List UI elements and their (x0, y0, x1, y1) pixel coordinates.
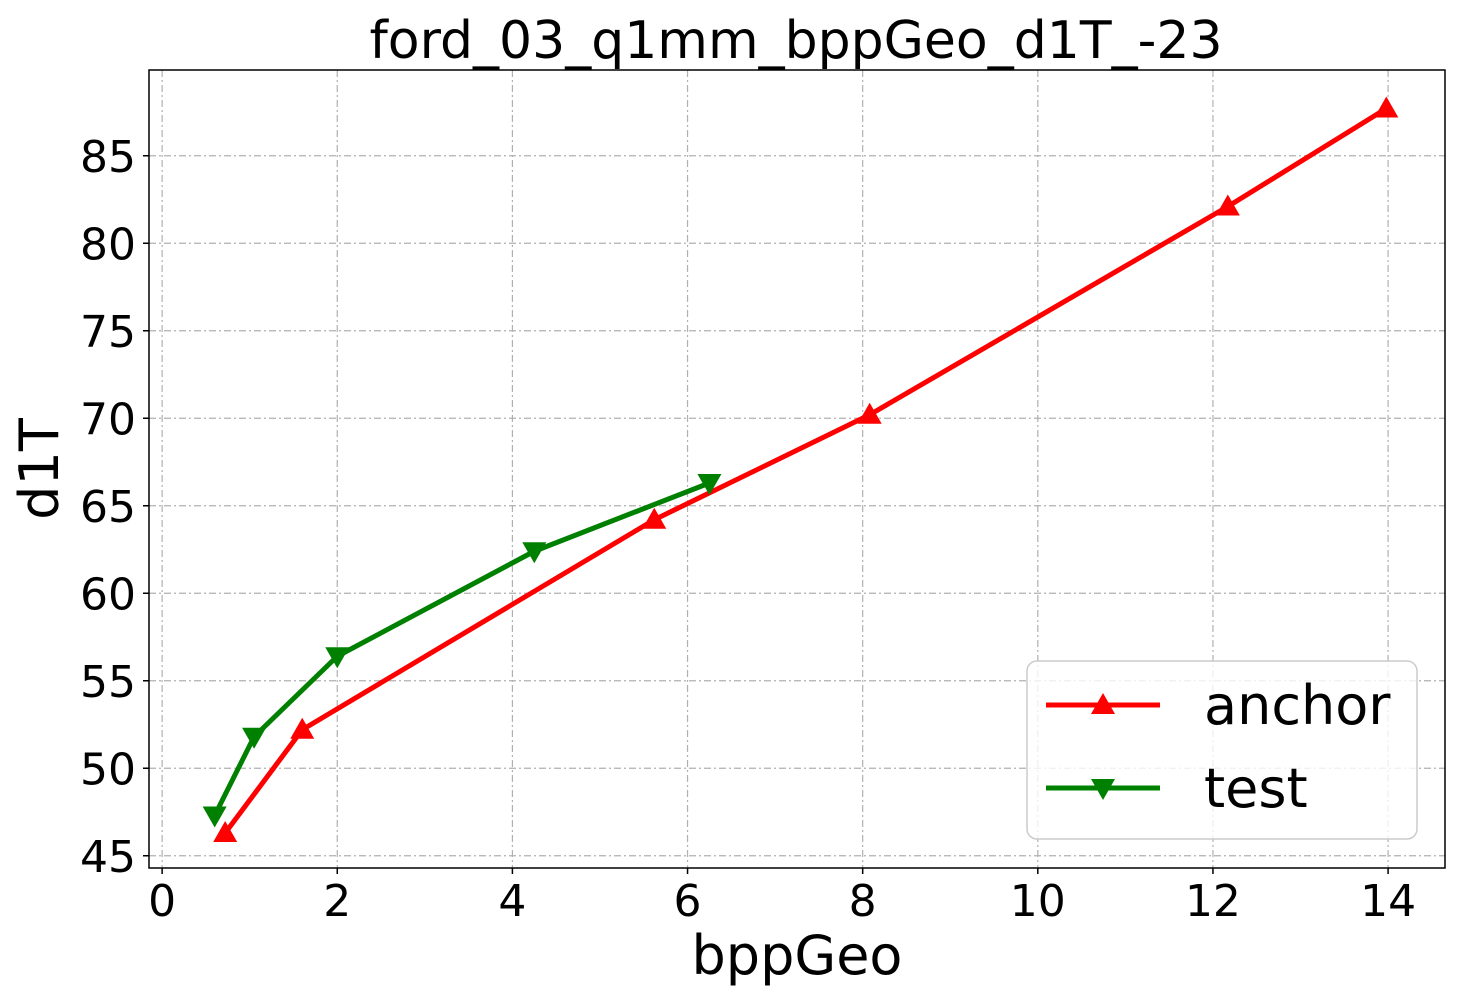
x-tick-label: 4 (498, 876, 526, 927)
series-test (202, 474, 722, 828)
y-tick-label: 85 (80, 132, 136, 183)
data-point-test (522, 542, 547, 564)
data-point-test (202, 806, 227, 828)
series-anchor (213, 96, 1399, 842)
x-tick-label: 6 (674, 876, 702, 927)
data-point-anchor (290, 717, 315, 739)
data-point-test (325, 647, 350, 669)
y-axis-label: d1T (8, 417, 71, 520)
plot-frame (148, 69, 1446, 869)
series-layer (202, 96, 1399, 842)
data-point-anchor (1215, 194, 1240, 216)
legend-label: anchor (1204, 674, 1391, 737)
data-point-anchor (1374, 96, 1399, 118)
legend-item-anchor: anchor (1046, 674, 1391, 737)
x-axis-label: bppGeo (692, 924, 903, 987)
series-line-anchor (223, 106, 1388, 835)
data-point-anchor (857, 402, 882, 424)
y-tick-label: 65 (80, 482, 136, 533)
y-tick-label: 45 (80, 832, 136, 883)
y-tick-label: 50 (80, 744, 136, 795)
x-tick-label: 14 (1360, 876, 1416, 927)
y-tick-label: 75 (80, 307, 136, 358)
x-axis: 0 2 4 6 8 10 12 14 (148, 868, 1416, 927)
x-tick-label: 0 (148, 876, 176, 927)
legend-swatch-marker (1091, 693, 1115, 714)
legend-label: test (1204, 757, 1308, 820)
x-tick-label: 12 (1185, 876, 1241, 927)
chart-title: ford_03_q1mm_bppGeo_d1T_-23 (369, 11, 1222, 71)
y-tick-label: 80 (80, 219, 136, 270)
y-axis: 45 50 55 60 65 70 75 80 85 (80, 132, 149, 883)
legend-swatch-marker (1091, 779, 1115, 800)
x-tick-label: 8 (849, 876, 877, 927)
x-tick-label: 2 (323, 876, 351, 927)
data-point-anchor (213, 821, 238, 842)
legend: anchor test (1026, 660, 1418, 840)
x-tick-label: 10 (1010, 876, 1066, 927)
y-tick-label: 60 (80, 569, 136, 620)
data-point-test (697, 474, 722, 495)
y-tick-label: 70 (80, 394, 136, 445)
legend-item-test: test (1046, 757, 1308, 820)
data-point-test (242, 727, 267, 749)
y-tick-label: 55 (80, 657, 136, 708)
data-point-anchor (642, 507, 667, 529)
